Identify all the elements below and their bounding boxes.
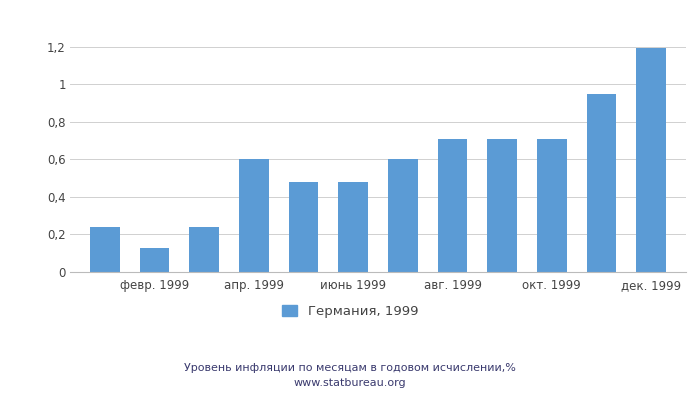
Legend: Германия, 1999: Германия, 1999	[276, 300, 424, 324]
Bar	[239, 159, 269, 272]
Bar	[90, 227, 120, 272]
Bar	[288, 182, 318, 272]
Bar	[338, 182, 368, 272]
Bar	[388, 159, 418, 272]
Bar	[636, 48, 666, 272]
Bar	[537, 139, 567, 272]
Bar	[487, 139, 517, 272]
Bar	[438, 139, 468, 272]
Bar	[587, 94, 617, 272]
Bar	[189, 227, 219, 272]
Bar	[139, 248, 169, 272]
Text: Уровень инфляции по месяцам в годовом исчислении,%
www.statbureau.org: Уровень инфляции по месяцам в годовом ис…	[184, 363, 516, 388]
